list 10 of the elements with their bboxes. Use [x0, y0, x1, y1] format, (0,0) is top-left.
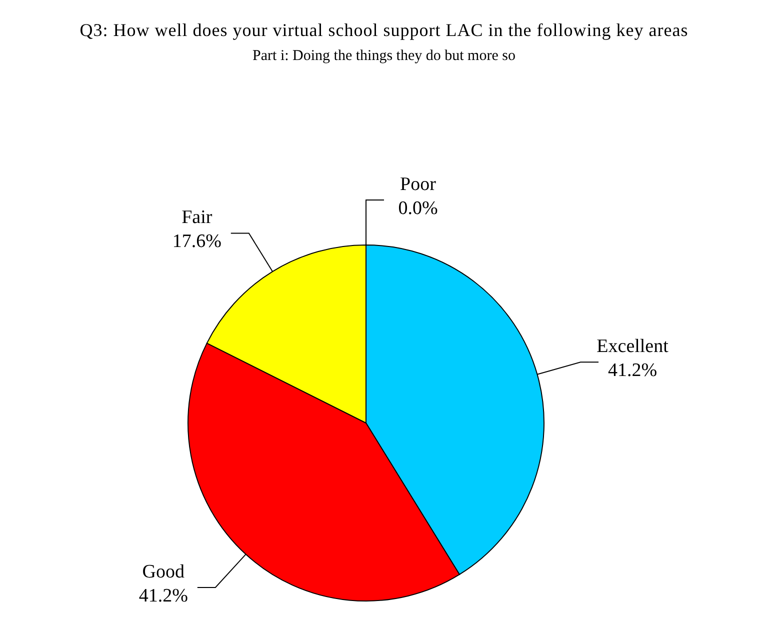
- chart-title: Q3: How well does your virtual school support LAC in the following key areas: [78, 20, 690, 41]
- data-label: 17.6%: [172, 231, 222, 252]
- text: 0.0%: [398, 198, 438, 219]
- data-label: 41.2%: [608, 360, 658, 382]
- chart-subtitle: Part i: Doing the things they do but more so: [252, 48, 516, 65]
- slice-label: Good: [142, 561, 186, 582]
- slice-label: Fair: [182, 207, 213, 228]
- slice-label: Excellent: [596, 336, 670, 358]
- category-label: Poor: [400, 174, 436, 195]
- data-label: 41.2%: [138, 585, 188, 606]
